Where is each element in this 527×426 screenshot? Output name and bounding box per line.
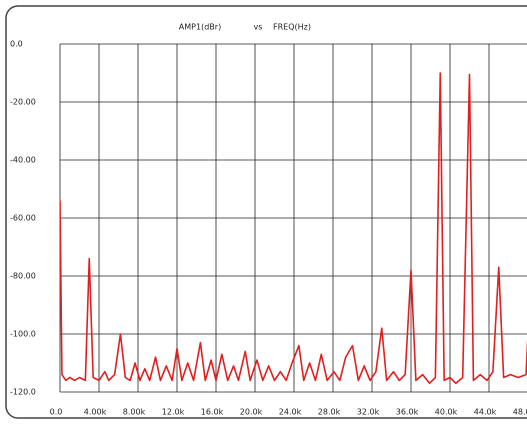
- x-tick-label: 0.0: [50, 408, 63, 417]
- x-tick-label: 28.0k: [318, 408, 341, 417]
- x-tick-label: 20.0k: [240, 408, 263, 417]
- y-tick-label: -120.0: [10, 388, 36, 397]
- frame: [5, 5, 527, 419]
- x-tick-label: 12.0k: [162, 408, 185, 417]
- x-tick-label: 24.0k: [279, 408, 302, 417]
- x-tick-label: 40.0k: [435, 408, 458, 417]
- x-tick-label: 48.0k: [513, 408, 527, 417]
- x-axis-title: FREQ(Hz): [273, 23, 311, 32]
- title-connector: vs: [254, 23, 263, 32]
- y-tick-label: -80.00: [10, 272, 36, 281]
- x-tick-label: 8.00k: [123, 408, 146, 417]
- y-tick-label: -100.0: [10, 330, 36, 339]
- x-tick-label: 16.0k: [201, 408, 224, 417]
- y-tick-label: -20.00: [10, 98, 36, 107]
- y-tick-label: -40.00: [10, 156, 36, 165]
- x-tick-label: 44.0k: [474, 408, 497, 417]
- x-tick-label: 32.0k: [357, 408, 380, 417]
- x-tick-label: 4.00k: [84, 408, 107, 417]
- y-tick-label: 0.0: [10, 40, 23, 49]
- x-tick-label: 36.0k: [396, 408, 419, 417]
- y-tick-label: -60.00: [10, 214, 36, 223]
- y-axis-title: AMP1(dBr): [179, 23, 221, 32]
- data-line: [60, 72, 527, 385]
